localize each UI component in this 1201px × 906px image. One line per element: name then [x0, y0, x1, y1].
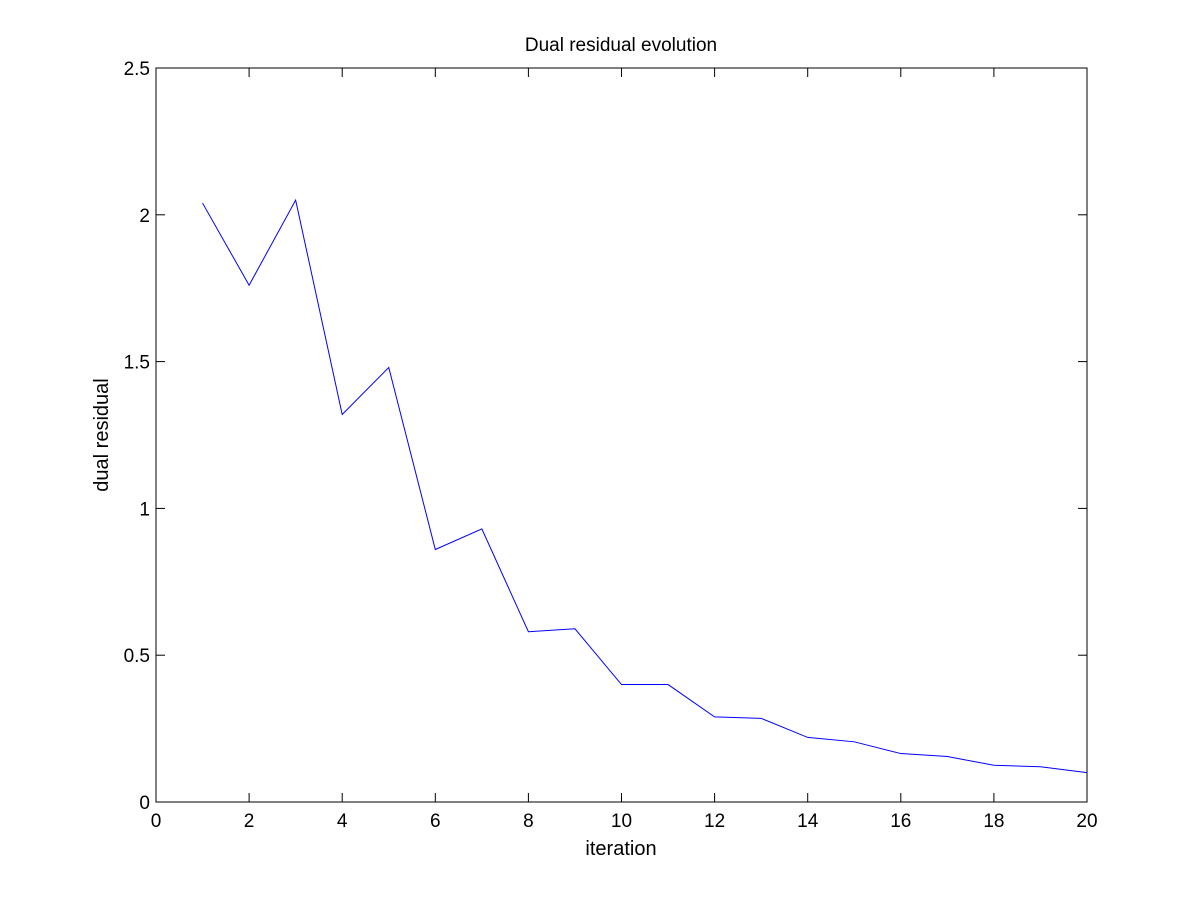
series-line-0 — [202, 198, 1088, 774]
chart-title: Dual residual evolution — [525, 35, 717, 56]
x-tick-label: 8 — [523, 811, 534, 832]
x-tick-label: 6 — [430, 811, 441, 832]
y-tick-label: 2.5 — [124, 59, 150, 80]
x-tick-label: 2 — [244, 811, 255, 832]
plot-area — [155, 67, 1088, 803]
axis-ticks: 0 2 4 6 8 10 12 14 16 18 20 0 0.5 1 1.5 2 2.5 — [124, 59, 1098, 832]
x-tick-label: 4 — [337, 811, 348, 832]
y-tick-label: 1.5 — [124, 353, 150, 374]
x-tick-label: 20 — [1076, 811, 1097, 832]
x-tick-label: 10 — [611, 811, 632, 832]
axes-frame — [155, 67, 1088, 803]
y-tick-label: 0.5 — [124, 646, 150, 667]
x-tick-label: 16 — [890, 811, 911, 832]
y-tick-label: 0 — [139, 793, 150, 814]
y-tick-label: 2 — [139, 206, 150, 227]
y-axis-label: dual residual — [91, 378, 113, 491]
x-axis-label: iteration — [585, 838, 656, 860]
x-tick-label: 0 — [151, 811, 162, 832]
x-tick-label: 12 — [704, 811, 725, 832]
x-tick-label: 14 — [797, 811, 819, 832]
y-tick-label: 1 — [139, 499, 150, 520]
x-tick-label: 18 — [983, 811, 1004, 832]
